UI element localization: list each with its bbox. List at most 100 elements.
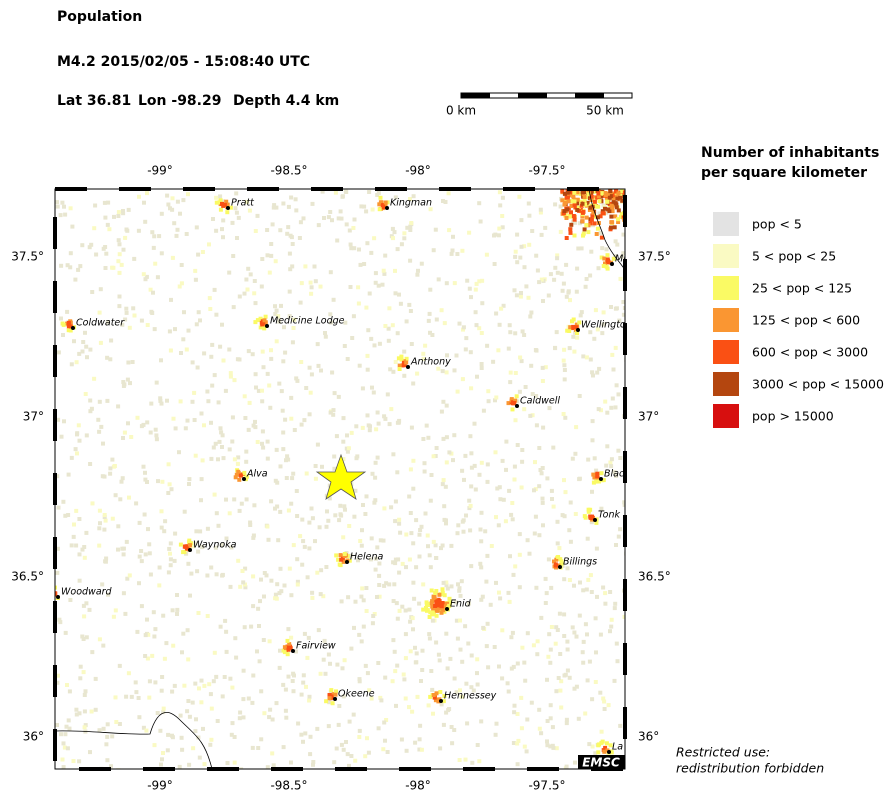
population-cell — [610, 209, 615, 214]
population-cell — [135, 629, 140, 634]
population-cell — [593, 751, 598, 756]
population-cell — [123, 317, 128, 322]
population-cell — [586, 577, 591, 582]
population-cell — [265, 228, 270, 232]
population-cell — [427, 553, 432, 558]
population-cell — [187, 482, 191, 486]
population-cell — [567, 675, 572, 680]
population-cell — [69, 455, 74, 460]
population-cell — [479, 597, 484, 602]
population-cell — [599, 729, 604, 734]
population-cell — [277, 381, 282, 386]
population-cell — [122, 430, 127, 435]
population-cell — [82, 614, 87, 619]
population-cell — [340, 194, 345, 199]
population-cell — [194, 529, 199, 534]
population-cell — [110, 457, 115, 462]
population-cell — [265, 371, 270, 376]
population-cell — [538, 468, 543, 472]
population-cell — [103, 215, 108, 220]
population-cell — [59, 732, 63, 737]
population-cell — [260, 322, 265, 327]
population-cell — [425, 533, 430, 538]
legend-label: 600 < pop < 3000 — [752, 345, 868, 360]
population-cell — [569, 199, 573, 204]
lat-label: 37.5° — [11, 250, 44, 264]
population-cell — [234, 655, 239, 660]
population-cell — [364, 586, 369, 590]
population-cell — [181, 198, 186, 203]
population-cell — [492, 233, 496, 238]
population-cell — [105, 758, 110, 763]
population-cell — [539, 615, 544, 620]
population-cell — [590, 489, 594, 494]
population-cell — [81, 637, 86, 641]
population-cell — [273, 312, 278, 316]
population-cell — [345, 752, 350, 757]
population-cell — [257, 624, 261, 628]
population-cell — [448, 600, 452, 605]
population-cell — [125, 576, 130, 581]
population-cell — [177, 764, 182, 769]
population-cell — [308, 734, 313, 739]
legend-swatch — [713, 308, 739, 332]
population-cell — [515, 661, 520, 666]
population-cell — [315, 442, 320, 447]
population-cell — [145, 656, 150, 661]
population-cell — [304, 386, 309, 390]
population-cell — [237, 294, 242, 299]
population-cell — [510, 517, 515, 522]
population-cell — [558, 229, 563, 234]
population-cell — [141, 725, 146, 730]
population-cell — [186, 699, 191, 703]
population-cell — [486, 399, 491, 404]
population-cell — [607, 195, 612, 200]
population-cell — [214, 200, 219, 205]
population-cell — [165, 193, 170, 198]
population-cell — [469, 484, 474, 489]
population-cell — [506, 346, 511, 351]
population-cell — [353, 488, 358, 493]
population-cell — [554, 563, 558, 568]
population-cell — [427, 615, 432, 619]
population-cell — [459, 694, 464, 699]
population-cell — [78, 676, 83, 681]
population-cell — [469, 451, 474, 456]
population-cell — [265, 456, 270, 461]
population-cell — [328, 210, 333, 214]
population-cell — [190, 360, 195, 365]
population-cell — [442, 593, 447, 598]
population-cell — [622, 500, 625, 505]
population-cell — [475, 374, 479, 379]
population-cell — [336, 557, 341, 562]
population-cell — [224, 497, 228, 502]
population-cell — [554, 625, 559, 630]
population-cell — [132, 313, 137, 318]
population-cell — [62, 204, 66, 209]
population-cell — [386, 338, 391, 343]
population-cell — [498, 203, 503, 208]
population-cell — [153, 261, 158, 266]
population-cell — [248, 272, 253, 277]
population-cell — [186, 657, 191, 662]
population-cell — [451, 458, 455, 463]
population-cell — [161, 613, 166, 618]
population-cell — [154, 433, 159, 438]
population-cell — [430, 618, 435, 623]
population-cell — [344, 190, 349, 194]
population-cell — [108, 466, 113, 471]
population-cell — [534, 394, 539, 398]
population-cell — [587, 659, 592, 664]
population-cell — [586, 507, 591, 512]
population-cell — [66, 472, 71, 477]
population-cell — [581, 588, 586, 593]
population-cell — [341, 747, 346, 752]
population-cell — [82, 709, 87, 714]
population-cell — [574, 634, 579, 639]
population-cell — [200, 544, 205, 549]
population-cell — [209, 706, 214, 711]
population-cell — [447, 603, 452, 608]
population-cell — [320, 464, 324, 469]
